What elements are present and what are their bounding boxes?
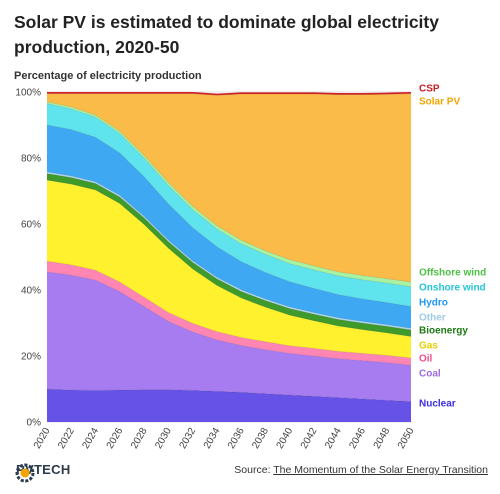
y-tick-label: 20% — [21, 352, 41, 363]
edge-hydro — [46, 124, 412, 307]
y-tick-label: 100% — [15, 88, 41, 99]
x-tick-label: 2028 — [129, 426, 150, 451]
source-link[interactable]: The Momentum of the Solar Energy Transit… — [273, 464, 488, 476]
area-solar-pv — [47, 93, 411, 283]
x-tick-label: 2050 — [396, 426, 417, 451]
area-coal — [47, 271, 411, 402]
series-areas — [46, 92, 412, 422]
x-tick-label: 2024 — [80, 426, 101, 451]
label-coal: Coal — [419, 369, 441, 380]
label-bioenergy: Bioenergy — [419, 326, 468, 337]
source-prefix: Source: — [234, 464, 274, 476]
edge-other — [46, 171, 412, 329]
x-tick-label: 2036 — [226, 426, 247, 451]
x-tick-label: 2038 — [250, 426, 271, 451]
label-onshore-wind: Onshore wind — [419, 283, 486, 294]
y-tick-label: 0% — [27, 418, 42, 429]
area-onshore-wind — [47, 103, 411, 307]
area-hydro — [47, 125, 411, 329]
chart-title: Solar PV is estimated to dominate global… — [14, 12, 439, 57]
brand-logo: PVTECH — [14, 462, 71, 483]
y-tick-labels: 0% 20% 40% 60% 80% 100% — [15, 88, 41, 429]
edge-coal — [46, 271, 412, 366]
x-tick-label: 2026 — [105, 426, 126, 451]
area-oil — [47, 261, 411, 366]
label-offshore-wind: Offshore wind — [419, 268, 486, 279]
x-tick-label: 2042 — [299, 426, 320, 451]
x-tick-labels: 2020 2022 2024 2026 2028 2030 2032 2034 2036 2038… — [32, 426, 417, 451]
y-tick-label: 80% — [21, 154, 41, 165]
area-csp — [47, 92, 411, 96]
x-tick-label: 2034 — [202, 426, 223, 451]
edge-nuclear — [46, 388, 412, 402]
edge-onshore-wind — [46, 103, 412, 288]
y-tick-label: 40% — [21, 286, 41, 297]
x-tick-label: 2048 — [372, 426, 393, 451]
label-nuclear: Nuclear — [419, 399, 456, 410]
edge-offshore-wind — [46, 101, 412, 283]
x-tick-label: 2040 — [275, 426, 296, 451]
area-other — [47, 171, 411, 330]
x-tick-label: 2020 — [32, 426, 53, 451]
x-tick-label: 2044 — [323, 426, 344, 451]
y-axis-title: Percentage of electricity production — [14, 70, 202, 82]
label-hydro: Hydro — [419, 298, 448, 309]
gear-globe-icon — [15, 463, 35, 483]
x-tick-label: 2030 — [153, 426, 174, 451]
label-gas: Gas — [419, 341, 438, 352]
edge-gas — [46, 179, 412, 337]
label-solar-pv: Solar PV — [419, 97, 460, 108]
edge-bioenergy — [46, 173, 412, 331]
series-labels: Nuclear Coal Oil Gas Bioenergy Other Hydro Onsh… — [419, 84, 486, 410]
edge-oil — [46, 260, 412, 359]
x-tick-label: 2022 — [56, 426, 77, 451]
label-other: Other — [419, 313, 446, 324]
area-gas — [47, 180, 411, 358]
area-nuclear — [47, 389, 411, 422]
x-tick-label: 2032 — [178, 426, 199, 451]
label-csp: CSP — [419, 84, 440, 95]
area-bioenergy — [47, 173, 411, 337]
y-tick-label: 60% — [21, 220, 41, 231]
source-note: Source: The Momentum of the Solar Energy… — [234, 464, 488, 476]
edge-solar-pv — [47, 93, 412, 96]
x-tick-label: 2046 — [347, 426, 368, 451]
label-oil: Oil — [419, 354, 433, 365]
